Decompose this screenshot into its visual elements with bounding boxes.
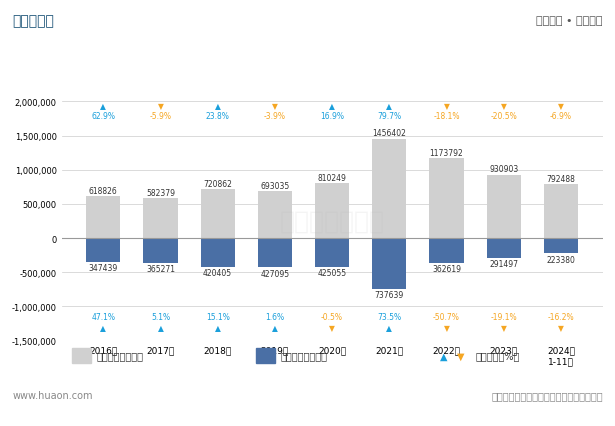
Bar xyxy=(256,348,276,363)
Text: 347439: 347439 xyxy=(89,263,118,273)
Text: 291497: 291497 xyxy=(489,260,518,269)
Text: 420405: 420405 xyxy=(203,268,232,277)
Bar xyxy=(143,199,178,239)
Text: -0.5%: -0.5% xyxy=(321,313,343,322)
Bar xyxy=(86,196,121,239)
Text: ▲: ▲ xyxy=(272,323,278,332)
Bar xyxy=(486,239,521,259)
Text: ▼: ▼ xyxy=(456,351,464,361)
Text: 16.9%: 16.9% xyxy=(320,112,344,121)
Text: ▼: ▼ xyxy=(558,323,564,332)
Text: ▼: ▼ xyxy=(443,101,450,110)
Text: -18.1%: -18.1% xyxy=(434,112,460,121)
Text: 223380: 223380 xyxy=(547,255,576,264)
Text: ▲: ▲ xyxy=(440,351,448,361)
Text: 930903: 930903 xyxy=(489,165,518,174)
Bar xyxy=(258,239,292,268)
Text: -5.9%: -5.9% xyxy=(149,112,172,121)
Text: 华经情报网: 华经情报网 xyxy=(12,14,54,28)
Text: -19.1%: -19.1% xyxy=(490,313,517,322)
Text: 15.1%: 15.1% xyxy=(206,313,229,322)
Text: 出口额（万美元）: 出口额（万美元） xyxy=(97,351,144,361)
Text: 792488: 792488 xyxy=(547,174,576,183)
Text: ▲: ▲ xyxy=(215,101,221,110)
Text: 1456402: 1456402 xyxy=(372,129,407,138)
Bar xyxy=(143,239,178,263)
Text: 进口额（万美元）: 进口额（万美元） xyxy=(280,351,328,361)
Bar xyxy=(73,348,91,363)
Bar xyxy=(429,239,464,263)
Text: 362619: 362619 xyxy=(432,265,461,273)
Text: ▼: ▼ xyxy=(443,323,450,332)
Bar xyxy=(372,239,407,289)
Text: ▼: ▼ xyxy=(272,101,278,110)
Text: 427095: 427095 xyxy=(260,269,290,278)
Text: 737639: 737639 xyxy=(375,290,404,299)
Text: 693035: 693035 xyxy=(260,181,290,190)
Bar xyxy=(258,191,292,239)
Bar xyxy=(315,239,349,268)
Text: 720862: 720862 xyxy=(203,179,232,188)
Text: 425055: 425055 xyxy=(317,269,347,278)
Text: www.huaon.com: www.huaon.com xyxy=(12,391,93,400)
Text: -3.9%: -3.9% xyxy=(264,112,286,121)
Text: ▼: ▼ xyxy=(501,323,507,332)
Text: 365271: 365271 xyxy=(146,265,175,273)
Text: ▼: ▼ xyxy=(329,323,335,332)
Text: ▲: ▲ xyxy=(157,323,164,332)
Text: 47.1%: 47.1% xyxy=(91,313,115,322)
Bar xyxy=(544,239,578,254)
Text: ▼: ▼ xyxy=(501,101,507,110)
Text: 2016-2024年11月太原经济技术开发区(境内目的地/货源地)进、出口额: 2016-2024年11月太原经济技术开发区(境内目的地/货源地)进、出口额 xyxy=(132,60,483,76)
Text: 62.9%: 62.9% xyxy=(91,112,115,121)
Text: ▼: ▼ xyxy=(558,101,564,110)
Text: -16.2%: -16.2% xyxy=(547,313,574,322)
Text: 1173792: 1173792 xyxy=(430,148,463,157)
Text: 79.7%: 79.7% xyxy=(377,112,402,121)
Text: 华经产业研究院: 华经产业研究院 xyxy=(280,210,384,233)
Text: ▼: ▼ xyxy=(157,101,164,110)
Text: 618826: 618826 xyxy=(89,186,117,195)
Text: 73.5%: 73.5% xyxy=(377,313,402,322)
Bar xyxy=(86,239,121,262)
Text: ▲: ▲ xyxy=(386,323,392,332)
Text: ▲: ▲ xyxy=(100,323,106,332)
Text: ▲: ▲ xyxy=(215,323,221,332)
Bar xyxy=(315,183,349,239)
Text: 582379: 582379 xyxy=(146,189,175,198)
Text: 数据来源：中国海关，华经产业研究院整理: 数据来源：中国海关，华经产业研究院整理 xyxy=(491,391,603,400)
Text: 专业严谨 • 客观科学: 专业严谨 • 客观科学 xyxy=(536,16,603,26)
Text: 1.6%: 1.6% xyxy=(265,313,285,322)
Bar xyxy=(200,239,235,267)
Text: -6.9%: -6.9% xyxy=(550,112,572,121)
Text: 同比增长（%）: 同比增长（%） xyxy=(475,351,520,361)
Text: 5.1%: 5.1% xyxy=(151,313,170,322)
Text: ▲: ▲ xyxy=(386,101,392,110)
Text: 23.8%: 23.8% xyxy=(206,112,229,121)
Text: -50.7%: -50.7% xyxy=(433,313,460,322)
Bar xyxy=(372,139,407,239)
Bar xyxy=(429,158,464,239)
Text: ▲: ▲ xyxy=(100,101,106,110)
Text: -20.5%: -20.5% xyxy=(490,112,517,121)
Text: ▲: ▲ xyxy=(329,101,335,110)
Text: 810249: 810249 xyxy=(318,173,346,182)
Bar xyxy=(200,190,235,239)
Bar xyxy=(544,184,578,239)
Bar xyxy=(486,175,521,239)
